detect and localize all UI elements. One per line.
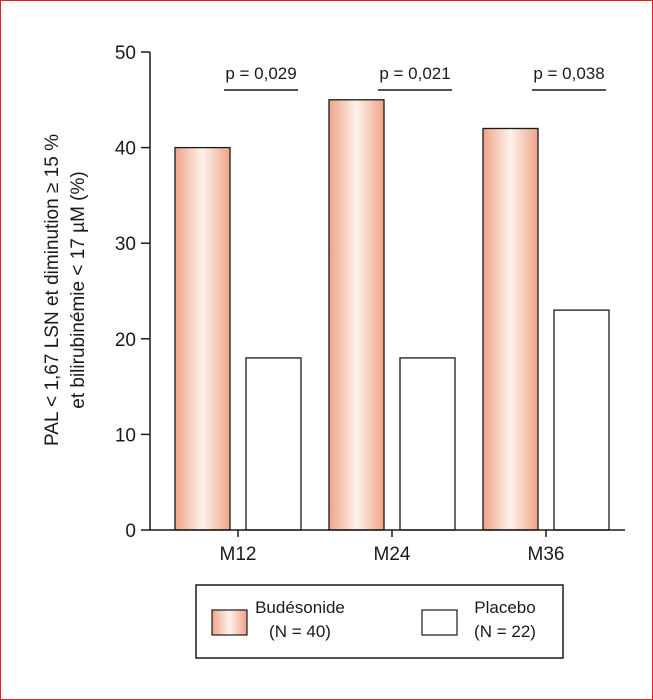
bar-placebo-m12	[245, 357, 302, 531]
bars	[174, 99, 610, 531]
bar-budesonide-m12	[174, 146, 231, 531]
legend-swatch-budesonide	[211, 609, 248, 636]
p-value-annotations: p = 0,029 p = 0,021 p = 0,038	[224, 64, 606, 91]
y-tick-label: 0	[125, 521, 136, 542]
y-tick-label: 30	[115, 234, 136, 255]
p-value-label: p = 0,038	[533, 64, 604, 83]
legend-label-placebo: Placebo	[474, 598, 535, 617]
y-axis-title-line1: PAL < 1,67 LSN et diminution ≥ 15 %	[42, 134, 63, 446]
legend-n-placebo: (N = 22)	[474, 622, 536, 641]
y-tick-label: 50	[115, 43, 136, 64]
bar-placebo-m36	[553, 309, 610, 531]
y-tick-label: 10	[115, 425, 136, 446]
legend-label-budesonide: Budésonide	[255, 598, 345, 617]
bar-budesonide-m36	[482, 127, 539, 531]
bar-budesonide-m24	[328, 99, 385, 531]
legend-swatch-placebo	[421, 609, 458, 636]
p-value-label: p = 0,021	[379, 64, 450, 83]
legend: Budésonide (N = 40) Placebo (N = 22)	[195, 584, 564, 659]
bar-placebo-m24	[399, 357, 456, 531]
y-axis-title-line2: et bilirubinémie < 17 µM (%)	[68, 171, 89, 408]
x-tick-label: M24	[374, 544, 411, 565]
legend-box	[195, 584, 564, 659]
x-tick-label: M36	[528, 544, 565, 565]
x-axis: M12 M24 M36	[220, 530, 565, 565]
y-tick-label: 40	[115, 139, 136, 160]
legend-n-budesonide: (N = 40)	[269, 622, 331, 641]
p-value-label: p = 0,029	[225, 64, 296, 83]
y-axis-title: PAL < 1,67 LSN et diminution ≥ 15 % et b…	[42, 134, 89, 446]
y-tick-label: 20	[115, 330, 136, 351]
x-tick-label: M12	[220, 544, 257, 565]
y-axis: 0 10 20 30 40 50	[115, 43, 150, 542]
